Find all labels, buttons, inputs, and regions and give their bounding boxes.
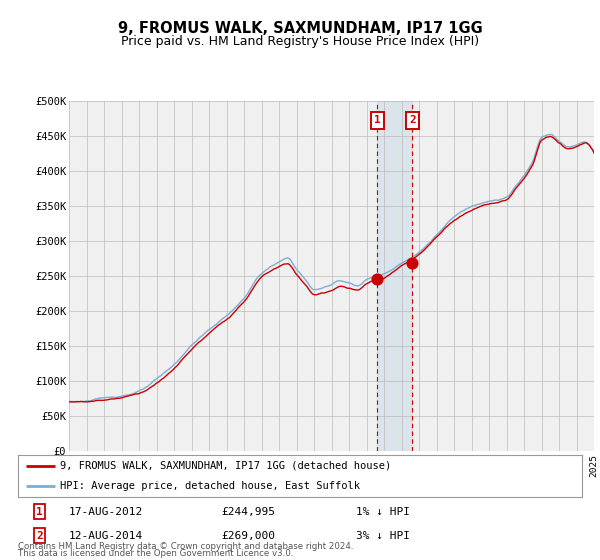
Text: This data is licensed under the Open Government Licence v3.0.: This data is licensed under the Open Gov… xyxy=(18,549,293,558)
Text: £244,995: £244,995 xyxy=(221,507,275,517)
Text: 1: 1 xyxy=(374,115,381,125)
Text: £269,000: £269,000 xyxy=(221,531,275,541)
Text: 3% ↓ HPI: 3% ↓ HPI xyxy=(356,531,410,541)
Text: 1: 1 xyxy=(36,507,43,517)
Text: 2: 2 xyxy=(36,531,43,541)
Text: Contains HM Land Registry data © Crown copyright and database right 2024.: Contains HM Land Registry data © Crown c… xyxy=(18,542,353,551)
Point xyxy=(373,275,382,284)
Text: 9, FROMUS WALK, SAXMUNDHAM, IP17 1GG (detached house): 9, FROMUS WALK, SAXMUNDHAM, IP17 1GG (de… xyxy=(60,461,392,470)
Text: 2: 2 xyxy=(409,115,416,125)
Text: HPI: Average price, detached house, East Suffolk: HPI: Average price, detached house, East… xyxy=(60,481,360,491)
Point xyxy=(407,258,417,267)
Bar xyxy=(377,101,412,451)
Text: 12-AUG-2014: 12-AUG-2014 xyxy=(69,531,143,541)
Text: 17-AUG-2012: 17-AUG-2012 xyxy=(69,507,143,517)
Text: 1% ↓ HPI: 1% ↓ HPI xyxy=(356,507,410,517)
Text: 9, FROMUS WALK, SAXMUNDHAM, IP17 1GG: 9, FROMUS WALK, SAXMUNDHAM, IP17 1GG xyxy=(118,21,482,36)
Text: Price paid vs. HM Land Registry's House Price Index (HPI): Price paid vs. HM Land Registry's House … xyxy=(121,35,479,48)
